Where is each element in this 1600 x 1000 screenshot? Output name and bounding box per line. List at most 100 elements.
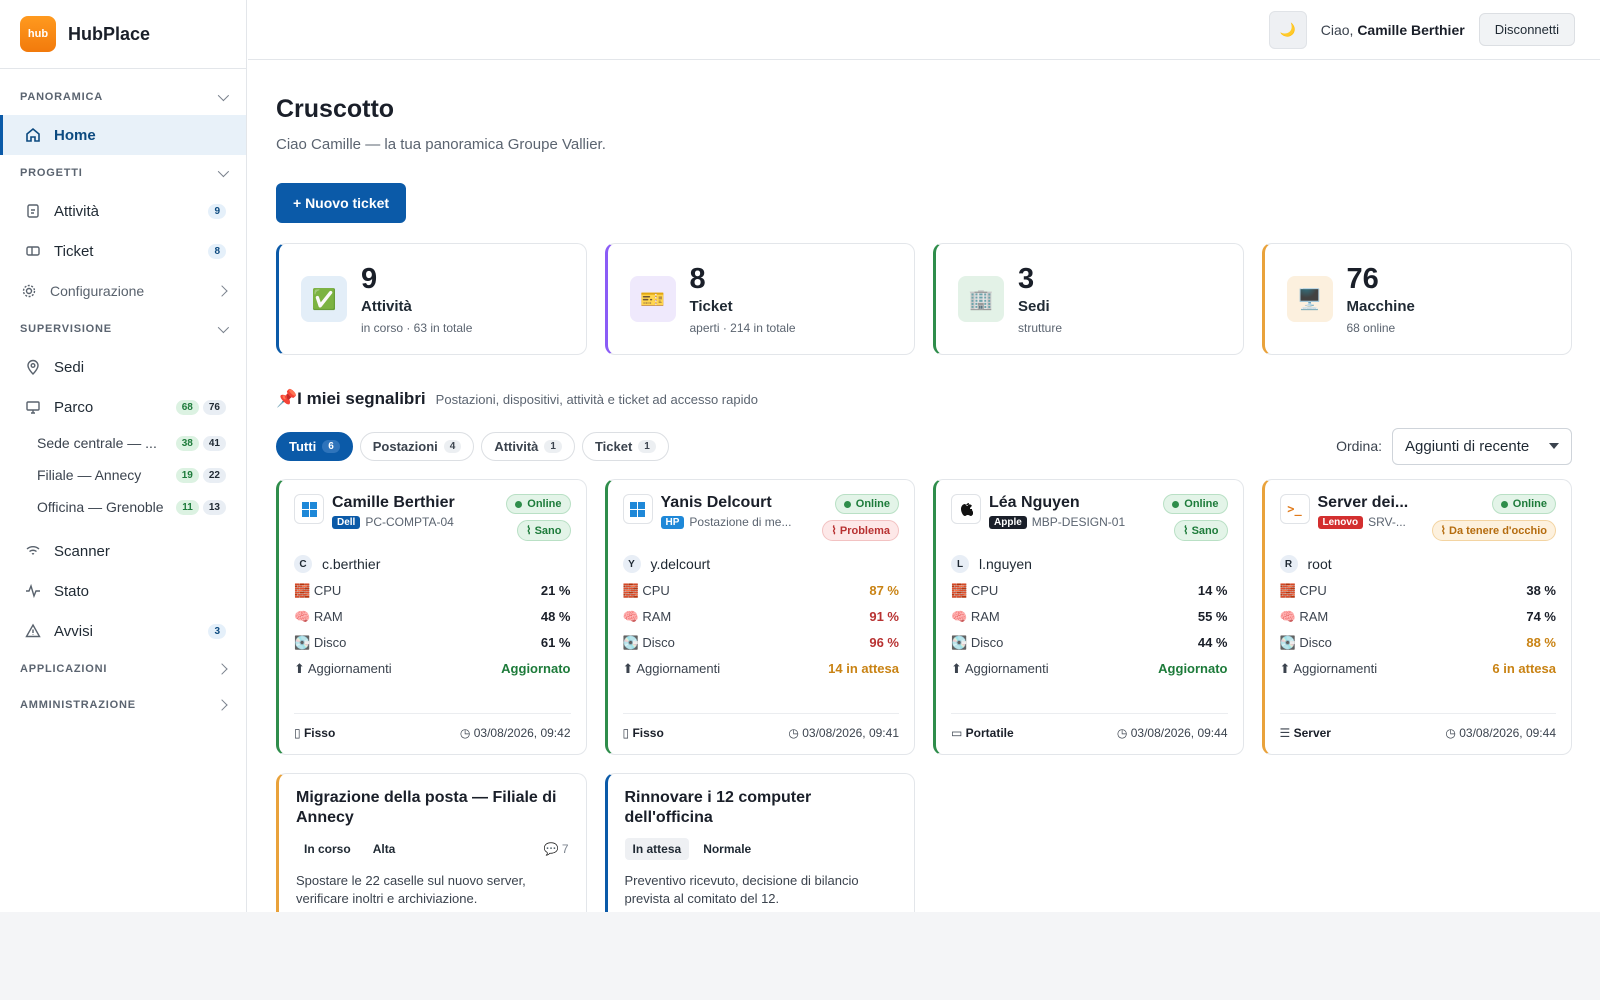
device-type: Server (1293, 726, 1331, 740)
status-badge: Online (1163, 494, 1228, 514)
desktop-tower-icon: ▯ (294, 726, 304, 740)
metric-label: Aggiornamenti (307, 661, 392, 676)
metric-value: Aggiornato (1158, 661, 1228, 676)
metric-label: CPU (313, 583, 342, 598)
terminal-icon: >_ (1279, 494, 1310, 524)
filter-attivita[interactable]: Attività 1 (481, 431, 575, 461)
device-card[interactable]: Yanis Delcourt HP Postazione di me... Onli… (604, 479, 915, 755)
sidebar-item-configurazione[interactable]: Configurazione (0, 271, 246, 311)
stat-desc: in corso · 63 in totale (361, 320, 473, 335)
filter-postazioni[interactable]: Postazioni 4 (359, 431, 475, 461)
device-card[interactable]: Léa Nguyen Apple MBP-DESIGN-01 Online ⌇ San… (933, 479, 1244, 755)
device-card[interactable]: Camille Berthier Dell PC-COMPTA-04 Online ⌇… (276, 479, 587, 755)
greeting: Ciao, Camille Berthier (1321, 22, 1465, 38)
metric-label: RAM (313, 609, 343, 624)
metric-value: 48 % (540, 609, 571, 624)
sidebar-subitem-site[interactable]: Officina — Grenoble 11 13 (0, 491, 246, 523)
section-label: SUPERVISIONE (20, 323, 112, 335)
device-model: SRV-... (1368, 515, 1406, 529)
device-date: 03/08/2026, 09:42 (473, 726, 571, 740)
logout-button[interactable]: Disconnetti (1478, 13, 1575, 46)
section-amministrazione[interactable]: AMMINISTRAZIONE (0, 687, 246, 723)
new-ticket-button[interactable]: + Nuovo ticket (276, 183, 407, 223)
sidebar-item-sedi[interactable]: Sedi (0, 347, 246, 387)
stat-number: 3 (1018, 262, 1035, 295)
sidebar-item-stato[interactable]: Stato (0, 571, 246, 611)
metric-updates: ⬆ Aggiornamenti 14 in attesa (623, 661, 900, 677)
chevron-right-icon (216, 699, 228, 711)
device-model: MBP-DESIGN-01 (1031, 515, 1126, 529)
stat-card-sedi[interactable]: 🏢 3 Sedi strutture (933, 243, 1244, 355)
user-name: Camille Berthier (1357, 21, 1465, 38)
brand-tag: Lenovo (1317, 515, 1364, 529)
chevron-down-icon (217, 89, 230, 102)
stats-row: ✅ 9 Attività in corso · 63 in totale 🎫 8 Tick… (276, 243, 1572, 355)
metric-value: 91 % (869, 609, 899, 624)
sort-select[interactable]: Aggiunti di recente (1392, 427, 1572, 465)
stat-label: Attività (361, 297, 412, 315)
metric-disk: 💽 Disco 44 % (951, 635, 1228, 651)
section-applicazioni[interactable]: APPLICAZIONI (0, 651, 246, 687)
total-count-badge: 22 (202, 467, 226, 483)
sidebar-item-scanner[interactable]: Scanner (0, 531, 246, 571)
metric-value: 55 % (1197, 609, 1228, 624)
section-supervisione[interactable]: SUPERVISIONE (0, 311, 246, 347)
device-card[interactable]: >_ Server dei... Lenovo SRV-... Online ⌇ Da… (1261, 479, 1572, 755)
sidebar-subitem-site[interactable]: Filiale — Annecy 19 22 (0, 459, 246, 491)
section-progetti[interactable]: PROGETTI (0, 155, 246, 191)
device-type: Portatile (965, 726, 1014, 740)
bookmark-filters: Tutti 6 Postazioni 4 Attività 1 Ticket 1 Ord… (276, 427, 1572, 465)
device-model: Postazione di me... (689, 515, 792, 529)
stat-card-attivita[interactable]: ✅ 9 Attività in corso · 63 in totale (276, 243, 587, 355)
stat-number: 76 (1346, 262, 1379, 295)
ticket-card[interactable]: Rinnovare i 12 computer dell'officina In… (604, 773, 915, 912)
health-label: Sano (1191, 524, 1219, 537)
stat-label: Sedi (1018, 297, 1050, 315)
brand-tag: HP (660, 515, 685, 529)
upload-arrow-icon: ⬆ (622, 661, 634, 676)
task-desc: Spostare le 22 caselle sul nuovo server,… (296, 873, 526, 906)
metric-updates: ⬆ Aggiornamenti 6 in attesa (1280, 661, 1557, 677)
filter-count: 1 (638, 439, 656, 453)
chevron-right-icon (216, 663, 228, 675)
sidebar-item-ticket[interactable]: Ticket 8 (0, 231, 246, 271)
sidebar-item-parco[interactable]: Parco 68 76 (0, 387, 246, 427)
metric-value: 6 in attesa (1492, 661, 1556, 676)
sidebar-subitem-site[interactable]: Sede centrale — ... 38 41 (0, 427, 246, 459)
filter-label: Attività (494, 438, 539, 454)
brand[interactable]: hub HubPlace (0, 0, 246, 69)
metric-ram: 🧠 RAM 48 % (294, 609, 571, 625)
filter-tutti[interactable]: Tutti 6 (276, 431, 353, 461)
bookmarks-title-text: I miei segnalibri (297, 389, 426, 408)
sidebar-item-attivita[interactable]: Attività 9 (0, 191, 246, 231)
metric-label: RAM (1299, 609, 1329, 624)
device-name: Yanis Delcourt (660, 494, 772, 511)
theme-toggle-moon-icon[interactable]: 🌙 (1268, 10, 1307, 49)
filter-label: Postazioni (372, 438, 438, 454)
avatar: C (294, 555, 312, 573)
metric-value: Aggiornato (501, 661, 571, 676)
brand-name: HubPlace (68, 23, 151, 44)
comments-count: 💬 7 (544, 842, 569, 856)
avatar: R (1279, 555, 1298, 573)
metric-label: RAM (970, 609, 1000, 624)
disk-icon: 💽 (622, 635, 639, 650)
chevron-down-icon (217, 165, 230, 178)
disk-icon: 💽 (1279, 635, 1296, 650)
page-subtitle: Ciao Camille — la tua panoramica Groupe … (276, 136, 606, 153)
sidebar-item-label: Stato (54, 582, 90, 600)
metric-cpu: 🧱 CPU 87 % (623, 583, 900, 599)
sidebar-item-avvisi[interactable]: Avvisi 3 (0, 611, 246, 651)
ram-icon: 🧠 (951, 609, 968, 624)
monitor-icon (24, 398, 42, 416)
stat-card-ticket[interactable]: 🎫 8 Ticket aperti · 214 in totale (604, 243, 915, 355)
laptop-icon: ▭ (951, 726, 966, 740)
ram-icon: 🧠 (622, 609, 639, 624)
health-badge: ⌇ Sano (1174, 520, 1228, 541)
stat-card-macchine[interactable]: 🖥️ 76 Macchine 68 online (1261, 243, 1572, 355)
metric-ram: 🧠 RAM 55 % (951, 609, 1228, 625)
filter-ticket[interactable]: Ticket 1 (581, 431, 669, 461)
task-card[interactable]: Migrazione della posta — Filiale di Anne… (276, 773, 587, 912)
sidebar-item-home[interactable]: Home (0, 115, 246, 155)
section-panoramica[interactable]: PANORAMICA (0, 79, 246, 115)
